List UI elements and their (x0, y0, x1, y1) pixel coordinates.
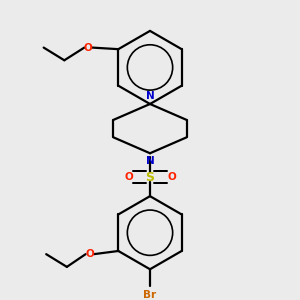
Text: O: O (124, 172, 133, 182)
Text: S: S (146, 171, 154, 184)
Text: O: O (85, 249, 94, 259)
Text: N: N (146, 156, 154, 166)
Text: Br: Br (143, 290, 157, 300)
Text: O: O (167, 172, 176, 182)
Text: N: N (146, 92, 154, 101)
Text: O: O (84, 43, 92, 52)
